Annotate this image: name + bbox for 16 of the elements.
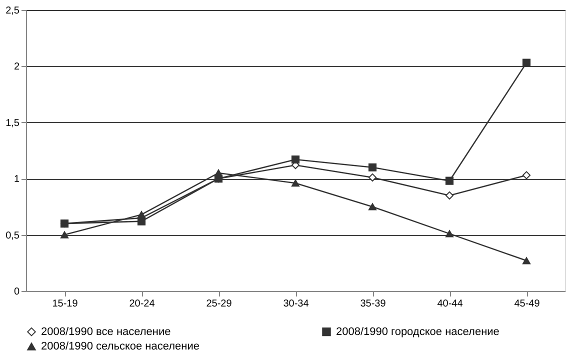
x-tick-label: 30-34 (283, 298, 310, 310)
y-tick-label: 1 (14, 174, 20, 186)
legend-label: 2008/1990 сельское население (41, 340, 200, 352)
legend-label: 2008/1990 все население (41, 326, 171, 338)
x-tick-label: 45-49 (514, 298, 540, 310)
legend-label: 2008/1990 городское население (336, 326, 500, 338)
x-tick-label: 20-24 (129, 298, 156, 310)
x-tick-label: 15-19 (52, 298, 78, 310)
x-tick-label: 35-39 (360, 298, 386, 310)
y-tick-label: 0 (14, 286, 20, 298)
y-tick-label: 2,5 (6, 6, 20, 16)
x-tick-label: 25-29 (206, 298, 232, 310)
x-tick-label: 40-44 (437, 298, 464, 310)
y-tick-label: 2 (14, 62, 20, 73)
y-tick-label: 1,5 (6, 118, 20, 129)
y-tick-label: 0,5 (6, 230, 20, 242)
